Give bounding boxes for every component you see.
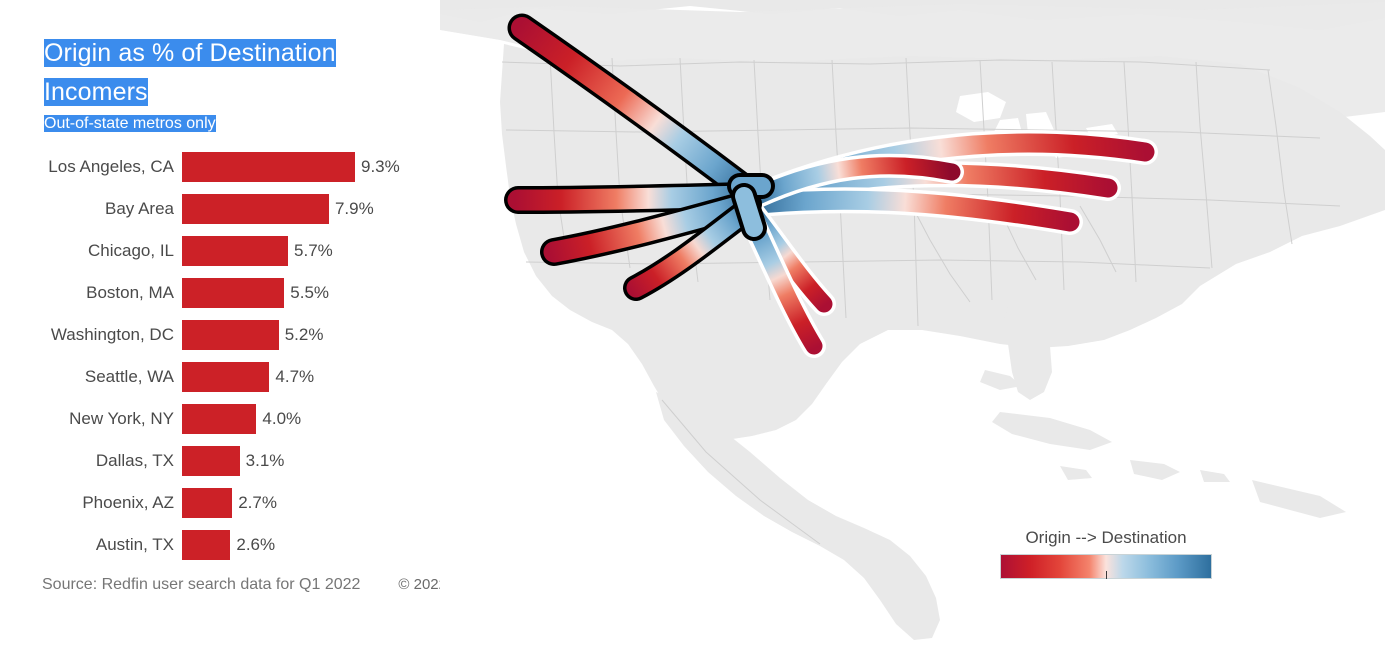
bar-row[interactable]: Los Angeles, CA 9.3% (0, 146, 440, 188)
jamaica-island (1060, 466, 1092, 480)
canada-north-edge (440, 0, 1385, 30)
mexico-central-america (656, 392, 940, 640)
bar-track: 5.2% (182, 314, 440, 356)
bar-row[interactable]: Phoenix, AZ 2.7% (0, 482, 440, 524)
page-title: Origin as % of Destination Incomers (44, 32, 354, 110)
bar-track: 9.3% (182, 146, 440, 188)
bar-value-label: 2.6% (236, 535, 276, 554)
legend-midpoint-tick (1106, 571, 1107, 579)
bar-row[interactable]: Bay Area 7.9% (0, 188, 440, 230)
puerto-rico-island (1200, 470, 1230, 482)
lake-superior (956, 92, 1006, 122)
bar-track: 5.5% (182, 272, 440, 314)
bar-track: 7.9% (182, 188, 440, 230)
bar-value-label: 4.0% (262, 409, 302, 428)
bar-rect[interactable] (182, 194, 329, 224)
flow-line-washington-dc[interactable] (748, 190, 1080, 232)
title-block: Origin as % of Destination Incomers Out-… (44, 32, 374, 135)
map-legend: Origin --> Destination (997, 528, 1215, 579)
bar-rect[interactable] (182, 488, 233, 518)
bahamas-island (980, 370, 1022, 390)
bar-category-label: Seattle, WA (84, 367, 174, 386)
bar-track: 2.6% (182, 524, 440, 566)
bar-rect[interactable] (182, 278, 285, 308)
hispaniola-island (1130, 460, 1180, 480)
bar-category-label: Chicago, IL (88, 241, 174, 260)
bar-category-label: Bay Area (105, 199, 174, 218)
bar-value-label: 9.3% (361, 157, 400, 176)
bar-category-label: Dallas, TX (95, 451, 174, 470)
bar-category-label: Austin, TX (95, 535, 174, 554)
bar-rect[interactable] (182, 530, 231, 560)
bar-value-label: 3.1% (245, 451, 285, 470)
page-title-text: Origin as % of Destination Incomers (44, 39, 336, 106)
flow-map[interactable] (440, 0, 1385, 656)
bar-row[interactable]: Austin, TX 2.6% (0, 524, 440, 566)
flow-line-seattle[interactable] (511, 17, 757, 201)
lesser-antilles (1252, 480, 1346, 518)
bar-rect[interactable] (182, 362, 270, 392)
source-note: Source: Redfin user search data for Q1 2… (42, 576, 361, 593)
bar-chart: Los Angeles, CA 9.3% Bay Area 7.9% Chicago, … (0, 146, 440, 566)
flow-lines-unhighlighted[interactable] (738, 130, 1158, 358)
bar-category-label: Washington, DC (50, 325, 174, 344)
basemap-landmass (440, 0, 1385, 640)
bar-row[interactable]: Chicago, IL 5.7% (0, 230, 440, 272)
bar-row[interactable]: Washington, DC 5.2% (0, 314, 440, 356)
bar-track: 5.7% (182, 230, 440, 272)
hub-stub-2 (735, 187, 763, 237)
bar-category-label: Los Angeles, CA (48, 157, 174, 176)
bar-category-label: Boston, MA (86, 283, 174, 302)
bar-track: 4.0% (182, 398, 440, 440)
bar-rect[interactable] (182, 152, 355, 182)
map-panel[interactable]: Origin --> Destination (440, 0, 1385, 656)
left-panel: Origin as % of Destination Incomers Out-… (0, 0, 633, 656)
bar-row[interactable]: Dallas, TX 3.1% (0, 440, 440, 482)
flow-line-bay-area[interactable] (507, 185, 757, 211)
page-subtitle-text: Out-of-state metros only (44, 115, 216, 132)
bar-track: 3.1% (182, 440, 440, 482)
page-subtitle: Out-of-state metros only (44, 112, 374, 135)
bar-rect[interactable] (182, 320, 279, 350)
destination-hub-denver[interactable] (727, 173, 775, 241)
cuba-island (992, 412, 1112, 450)
bar-track: 4.7% (182, 356, 440, 398)
bar-value-label: 2.7% (238, 493, 277, 512)
flow-line-chicago[interactable] (749, 157, 961, 205)
bar-rect[interactable] (182, 446, 240, 476)
bar-rect[interactable] (182, 404, 257, 434)
bar-category-label: Phoenix, AZ (82, 493, 174, 512)
bar-value-label: 5.2% (284, 325, 324, 344)
bar-value-label: 4.7% (275, 367, 315, 386)
bar-row[interactable]: Seattle, WA 4.7% (0, 356, 440, 398)
bar-track: 2.7% (182, 482, 440, 524)
bar-row[interactable]: Boston, MA 5.5% (0, 272, 440, 314)
contiguous-us-landmass (500, 44, 1385, 440)
bar-value-label: 7.9% (334, 199, 374, 218)
legend-title: Origin --> Destination (1025, 528, 1187, 547)
legend-gradient-bar[interactable] (1000, 554, 1212, 579)
florida-peninsula (1004, 300, 1052, 400)
bar-row[interactable]: New York, NY 4.0% (0, 398, 440, 440)
bar-value-label: 5.7% (294, 241, 333, 260)
flow-line-los-angeles[interactable] (543, 193, 759, 263)
bar-category-label: New York, NY (69, 409, 174, 428)
bar-rect[interactable] (182, 236, 289, 266)
bar-value-label: 5.5% (290, 283, 330, 302)
